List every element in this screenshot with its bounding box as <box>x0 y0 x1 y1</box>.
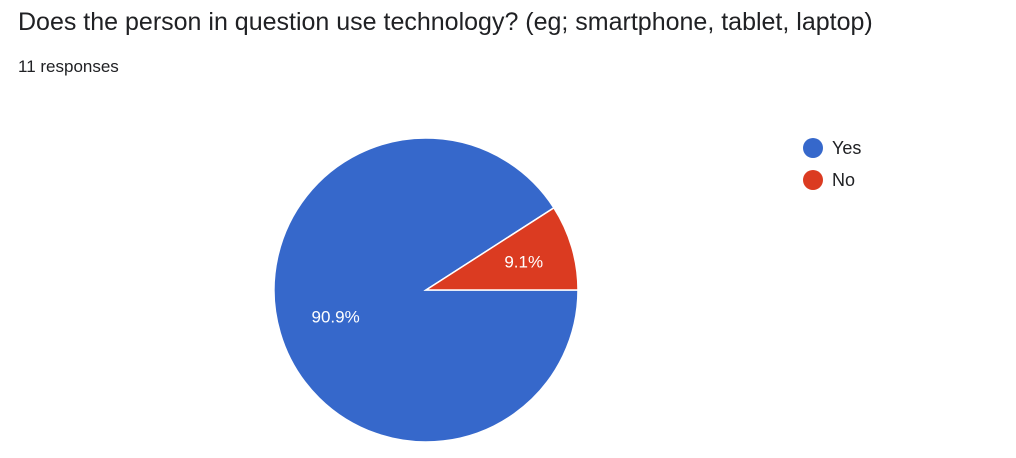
slice-percent-label-yes: 90.9% <box>311 308 359 327</box>
legend-label-no[interactable]: No <box>832 170 855 190</box>
slice-percent-label-no: 9.1% <box>504 252 543 271</box>
question-title: Does the person in question use technolo… <box>18 8 873 36</box>
pie-slice-no[interactable] <box>423 206 579 291</box>
response-count: 11 responses <box>18 57 119 76</box>
legend-label-yes[interactable]: Yes <box>832 138 861 158</box>
legend-swatch-no <box>803 170 823 190</box>
legend-swatch-yes <box>803 138 823 158</box>
